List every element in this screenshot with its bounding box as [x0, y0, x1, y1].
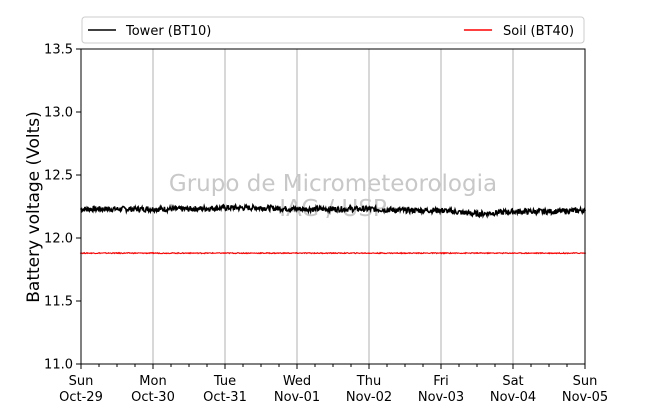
legend: Tower (BT10) Soil (BT40) [81, 16, 585, 44]
y-tick-label: 12.5 [44, 169, 73, 184]
data-point-tower [188, 208, 190, 210]
data-point-tower [296, 208, 298, 210]
data-point-tower [152, 208, 154, 210]
data-point-soil [224, 252, 226, 255]
data-point-soil [476, 252, 478, 255]
y-tick-label: 11.0 [44, 358, 73, 373]
x-tick-label-date: Nov-05 [562, 390, 608, 405]
data-point-tower [476, 213, 478, 215]
data-point-soil [368, 252, 370, 255]
data-point-soil [260, 252, 262, 255]
data-point-tower [512, 210, 514, 213]
data-point-soil [152, 252, 154, 255]
x-axis: SunOct-29MonOct-30TueOct-31WedNov-01ThuN… [59, 364, 608, 405]
legend-label-soil: Soil (BT40) [503, 24, 574, 39]
x-tick-label-day: Sun [69, 374, 94, 389]
data-point-soil [332, 252, 334, 255]
x-tick-label-day: Wed [283, 374, 311, 389]
data-point-tower [260, 206, 262, 209]
x-tick-label-date: Nov-01 [274, 390, 320, 405]
legend-box [81, 16, 585, 44]
grid-lines [152, 49, 514, 364]
data-point-soil [548, 252, 550, 255]
x-tick-label-date: Nov-03 [418, 390, 464, 405]
data-point-soil [512, 252, 514, 255]
data-point-tower [548, 210, 550, 213]
x-tick-label-date: Oct-31 [203, 390, 247, 405]
y-tick-label: 11.5 [44, 295, 73, 310]
watermark-line-1: Grupo de Micrometeorologia [169, 171, 497, 197]
y-tick-label: 12.0 [44, 232, 73, 247]
x-tick-label-date: Nov-04 [490, 390, 536, 405]
data-point-soil [188, 252, 190, 255]
data-point-tower [368, 208, 370, 210]
y-tick-label: 13.0 [44, 106, 73, 121]
data-point-tower [224, 206, 226, 209]
x-tick-label-day: Tue [213, 374, 236, 389]
data-point-soil [404, 252, 406, 255]
x-tick-label-day: Sat [502, 374, 523, 389]
data-point-soil [116, 252, 118, 255]
series-layer [80, 202, 586, 255]
x-tick-label-date: Oct-29 [59, 390, 103, 405]
y-axis-label: Battery voltage (Volts) [24, 111, 44, 302]
x-tick-label-day: Thu [356, 374, 381, 389]
legend-label-tower: Tower (BT10) [125, 24, 211, 39]
x-tick-label-date: Oct-30 [131, 390, 175, 405]
data-point-soil [296, 252, 298, 255]
x-tick-label-day: Mon [139, 374, 166, 389]
data-point-tower [332, 208, 334, 210]
series-line-tower [80, 202, 586, 219]
x-tick-label-date: Nov-02 [346, 390, 392, 405]
y-tick-label: 13.5 [44, 43, 73, 58]
x-tick-label-day: Fri [433, 374, 449, 389]
data-point-tower [404, 209, 406, 212]
data-point-tower [440, 209, 442, 212]
y-axis: 11.0 11.5 12.0 12.5 13.0 13.5 [44, 43, 81, 373]
data-point-tower [116, 208, 118, 210]
x-tick-label-day: Sun [573, 374, 598, 389]
data-point-soil [440, 252, 442, 255]
plot-area: Grupo de Micrometeorologia IAG / USP [80, 48, 586, 365]
